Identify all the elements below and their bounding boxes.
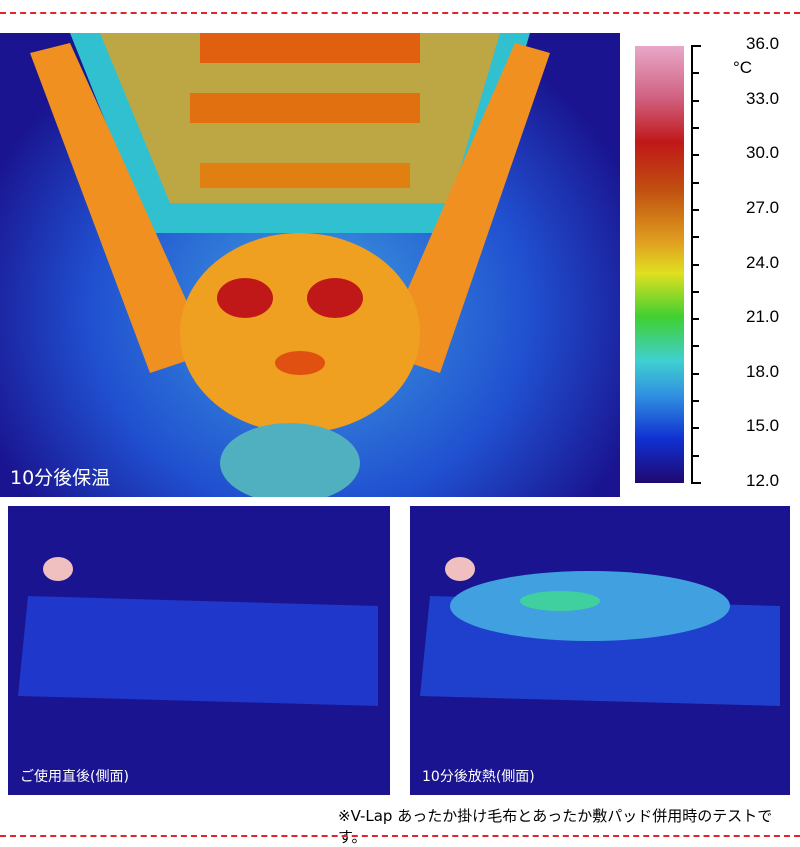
bottom-divider	[0, 835, 800, 837]
scale-tick	[691, 454, 699, 457]
scale-tick	[691, 236, 699, 239]
scale-tick	[691, 208, 699, 211]
scale-tick	[691, 345, 699, 348]
scale-tick	[691, 181, 699, 184]
thermal-figure	[30, 33, 550, 497]
head-warm-spot	[445, 557, 475, 581]
scale-tick	[691, 45, 701, 47]
scale-tick	[691, 400, 699, 403]
scale-label: 33.0	[746, 88, 780, 108]
unit-label: °C	[733, 58, 753, 77]
top-divider	[0, 12, 800, 14]
caption-front: 10分後保温	[10, 467, 111, 489]
scale-label: 15.0	[746, 416, 780, 436]
temperature-color-scale	[635, 46, 684, 483]
head-warm-spot	[43, 557, 73, 581]
scale-tick	[691, 290, 699, 293]
scale-tick	[691, 318, 699, 321]
scale-label: 21.0	[746, 307, 780, 327]
scale-label: 27.0	[746, 197, 780, 217]
scale-label: 18.0	[746, 361, 780, 381]
thermal-figure-side	[420, 557, 780, 706]
scale-tick	[691, 126, 699, 129]
scale-tick	[691, 263, 699, 266]
scale-tick	[691, 372, 699, 375]
scale-label: 12.0	[746, 471, 780, 490]
scale-label: 24.0	[746, 252, 780, 272]
scale-label: 36.0	[746, 34, 780, 53]
thermal-image-front: 10分後保温	[0, 33, 620, 497]
footnote: ※V-Lap あったか掛け毛布とあったか敷パッド併用時のテストです。	[338, 807, 773, 846]
scale-tick	[691, 99, 699, 102]
caption-side-before: ご使用直後(側面)	[20, 769, 129, 785]
scale-tick	[691, 72, 699, 75]
thermal-figure-side	[18, 557, 378, 706]
scale-tick	[691, 482, 701, 484]
caption-side-after: 10分後放熱(側面)	[422, 769, 535, 785]
thermal-image-side-before: ご使用直後(側面)	[8, 506, 390, 795]
scale-tick	[691, 427, 699, 430]
thermal-image-side-after: 10分後放熱(側面)	[410, 506, 790, 795]
scale-tick	[691, 154, 699, 157]
scale-label: 30.0	[746, 143, 780, 163]
